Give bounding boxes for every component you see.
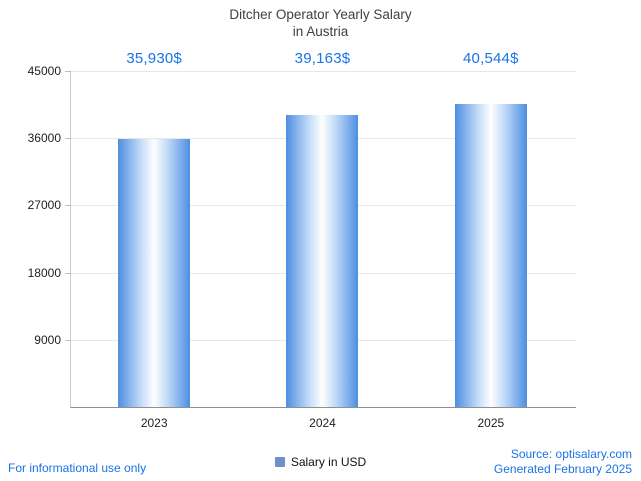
bar-value-labels: 35,930$ 39,163$ 40,544$ (70, 48, 575, 68)
legend: Salary in USD (0, 455, 641, 469)
x-axis-label-2023: 2023 (140, 416, 168, 430)
bar-value-label-2023: 35,930$ (126, 49, 182, 67)
chart-title-line1: Ditcher Operator Yearly Salary (229, 7, 412, 22)
x-axis-label-2024: 2024 (309, 416, 336, 430)
y-axis-label: 9000 (34, 332, 61, 347)
bar-2024 (286, 114, 359, 407)
generated-date: Generated February 2025 (493, 462, 632, 476)
gridline (71, 71, 576, 72)
y-axis-label: 27000 (27, 198, 61, 213)
legend-swatch-icon (274, 457, 285, 467)
x-axis-label-2025: 2025 (477, 416, 505, 430)
y-axis-label: 18000 (27, 265, 61, 280)
legend-label: Salary in USD (290, 455, 367, 469)
y-axis-tick (65, 71, 71, 72)
source-block: Source: optisalary.com Generated Februar… (494, 447, 632, 477)
chart-title: Ditcher Operator Yearly Salary in Austri… (0, 6, 641, 40)
chart-title-line2: in Austria (292, 24, 349, 39)
bars-container (70, 71, 575, 407)
x-axis-labels: 2023 2024 2025 (70, 415, 575, 431)
y-axis-tick (65, 339, 71, 341)
bar-value-label-2025: 40,544$ (463, 49, 519, 67)
y-axis-tick (65, 205, 71, 207)
bar-value-label-2024: 39,163$ (294, 49, 351, 67)
bar-2023 (118, 138, 191, 407)
bar-2025 (454, 104, 527, 407)
y-axis-label: 45000 (27, 64, 61, 78)
y-axis-tick (65, 138, 71, 140)
source-link[interactable]: Source: optisalary.com (510, 447, 632, 461)
y-axis-tick (65, 272, 71, 274)
disclaimer-text: For informational use only (8, 461, 147, 475)
y-axis-label: 36000 (27, 131, 61, 146)
